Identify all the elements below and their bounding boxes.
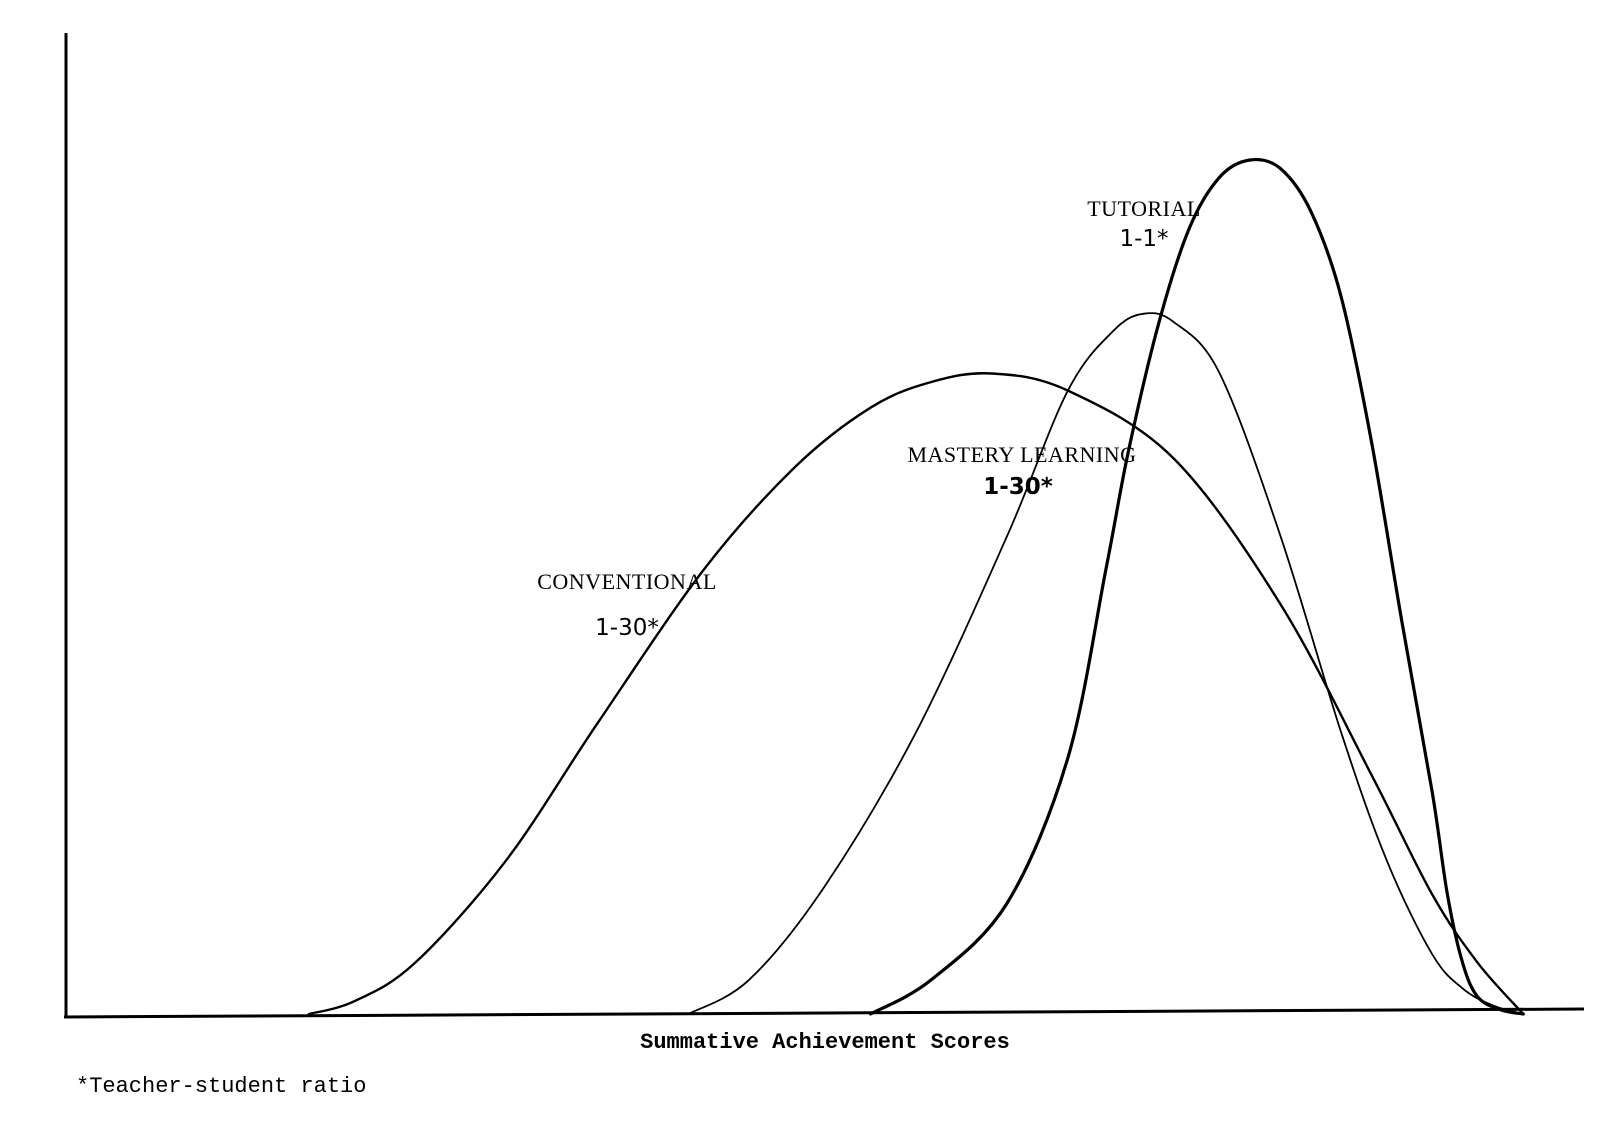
- label-tutorial-name: TUTORIAL: [1087, 196, 1201, 221]
- series-curves: [307, 157, 1525, 1016]
- label-tutorial-ratio: 1-1*: [1119, 226, 1168, 252]
- x-axis-title: Summative Achievement Scores: [640, 1030, 1010, 1055]
- label-conventional-ratio: 1-30*: [595, 615, 659, 641]
- series-labels: TUTORIAL 1-1* MASTERY LEARNING 1-30* CON…: [537, 196, 1201, 641]
- footnote: *Teacher-student ratio: [76, 1074, 367, 1099]
- series-curve-conventional: [307, 372, 1525, 1016]
- x-axis-line: [63, 1007, 1585, 1019]
- label-mastery-name: MASTERY LEARNING: [907, 442, 1136, 467]
- series-curve-mastery-learning: [687, 312, 1525, 1015]
- label-conventional-name: CONVENTIONAL: [537, 569, 717, 594]
- series-curve-tutorial: [868, 157, 1525, 1016]
- label-mastery-ratio: 1-30*: [983, 474, 1053, 500]
